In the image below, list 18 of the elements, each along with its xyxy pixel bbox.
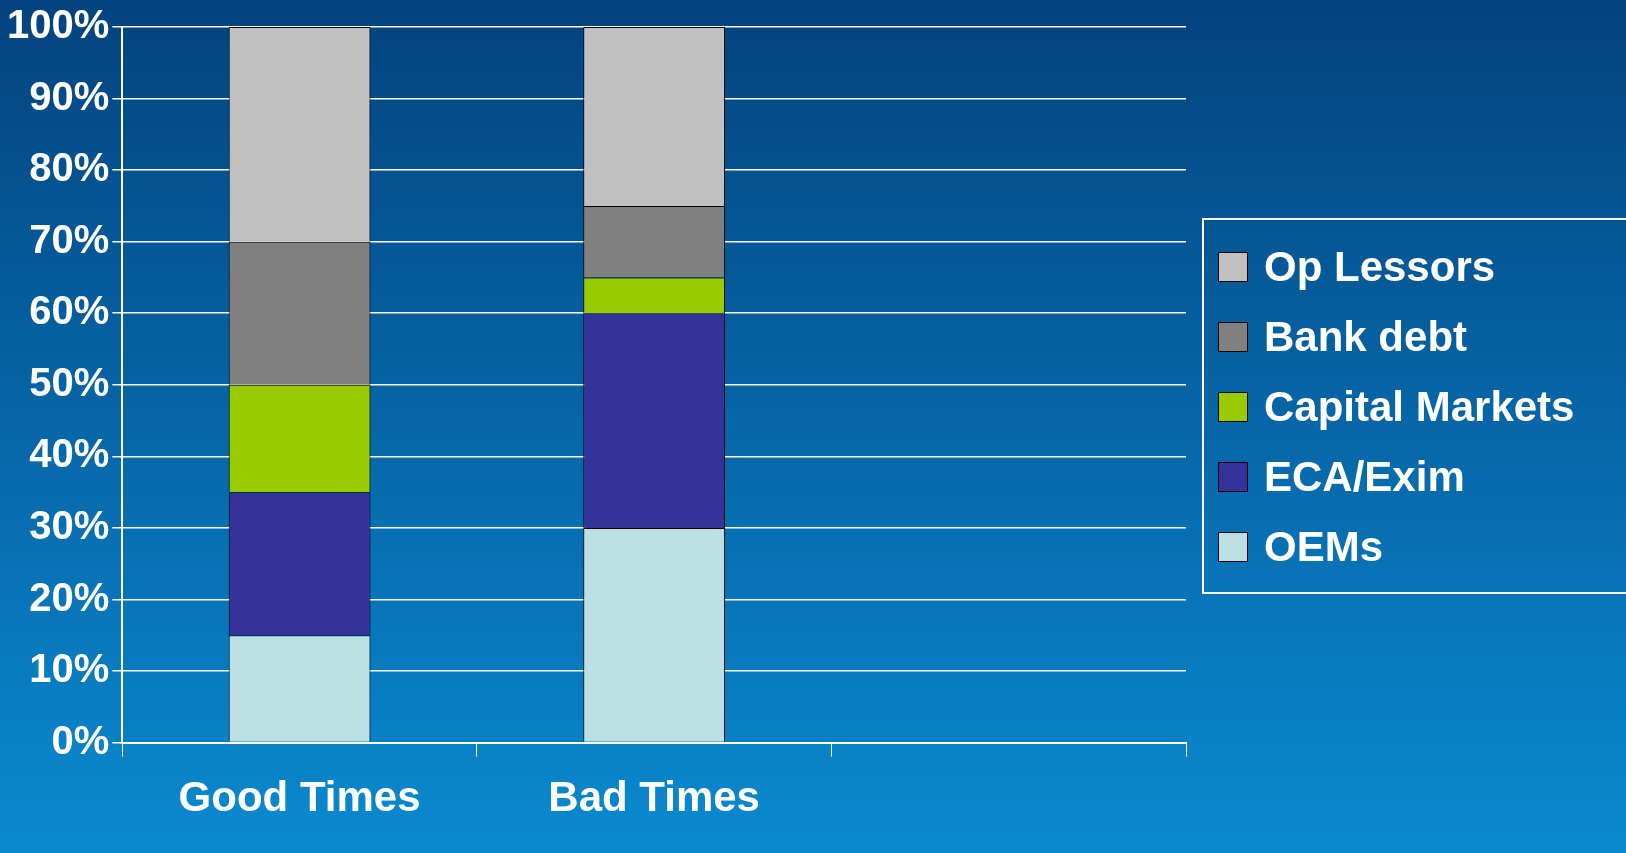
y-tick-label: 0% (51, 717, 110, 762)
y-tick-label: 60% (29, 288, 110, 333)
legend-label: OEMs (1264, 523, 1384, 571)
y-tick-label: 20% (29, 574, 110, 619)
legend-label: ECA/Exim (1264, 453, 1465, 501)
y-tick-label: 10% (29, 646, 110, 691)
y-tick-label: 90% (29, 73, 110, 118)
legend-label: Bank debt (1264, 313, 1468, 361)
y-tick-label: 80% (29, 145, 110, 190)
legend-label: Capital Markets (1264, 383, 1575, 431)
y-tick-label: 70% (29, 216, 110, 261)
x-tick-label: Good Times (178, 773, 421, 821)
x-tick-label: Bad Times (548, 773, 760, 821)
y-tick-label: 100% (6, 2, 110, 47)
y-tick-label: 40% (29, 431, 110, 476)
y-tick-label: 30% (29, 502, 110, 547)
y-tick-label: 50% (29, 359, 110, 404)
text: Op Lessors (1264, 243, 1496, 291)
